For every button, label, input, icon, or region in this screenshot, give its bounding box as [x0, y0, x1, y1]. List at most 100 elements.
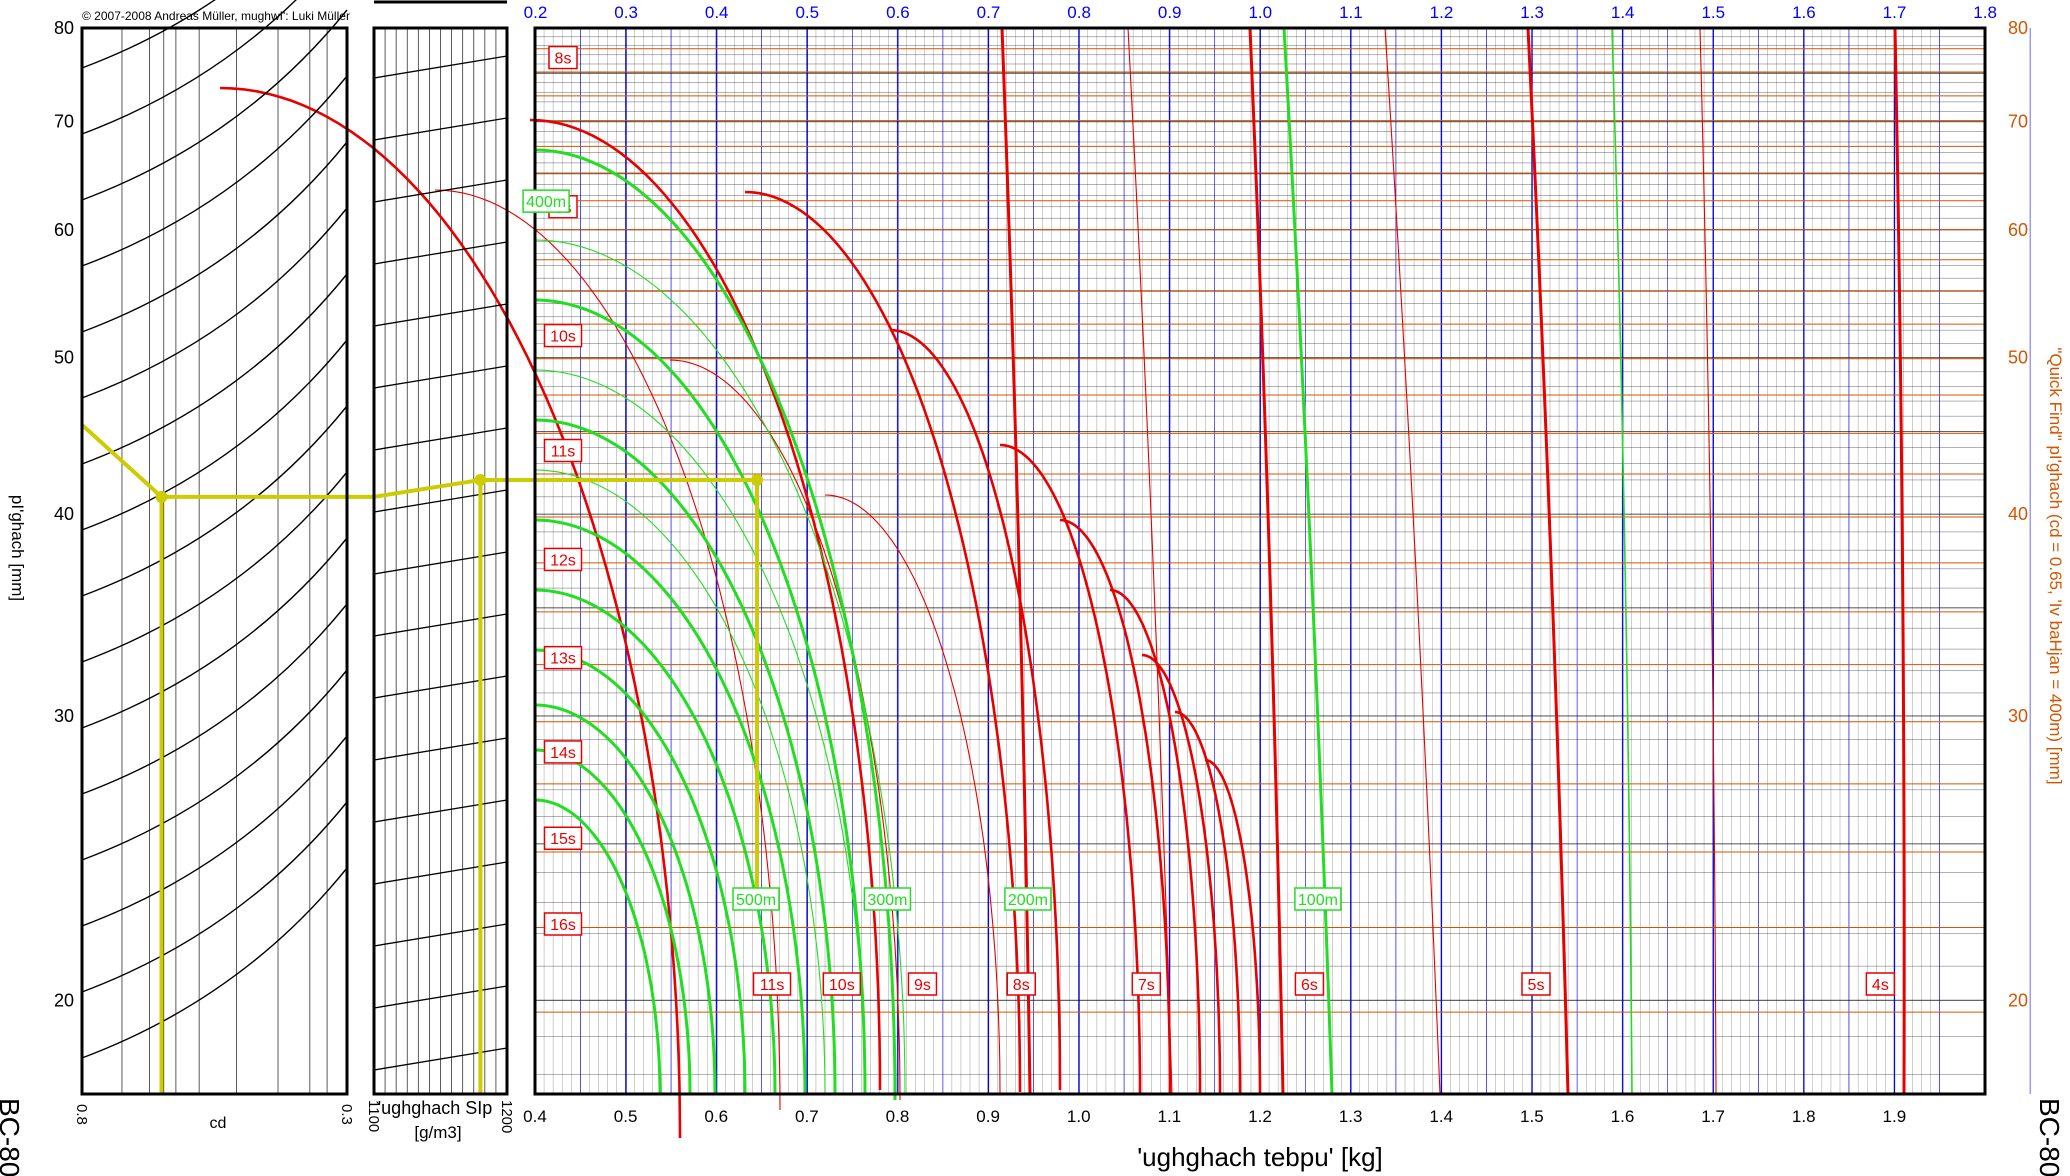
- trajectory-curve: [1385, 28, 1440, 1094]
- height-curve: [535, 520, 805, 1095]
- example-path: [82, 425, 757, 497]
- top-tick-label: 1.4: [1611, 3, 1635, 22]
- mass-tick-label: 1.6: [1611, 1107, 1635, 1126]
- left-tick-label: 30: [54, 706, 74, 726]
- height-label: 200m: [1008, 892, 1048, 909]
- mass-tick-label: 0.9: [976, 1107, 1000, 1126]
- time-label: 13s: [550, 651, 576, 668]
- time-label: 8s: [1013, 977, 1030, 994]
- top-tick-label: 1.5: [1701, 3, 1725, 22]
- time-label: 4s: [1872, 977, 1889, 994]
- height-curve: [535, 300, 865, 1095]
- mass-tick-label: 1.5: [1520, 1107, 1544, 1126]
- top-tick-label: 0.7: [977, 3, 1001, 22]
- left-y-axis-label: pI'ghach [mm]: [8, 495, 27, 601]
- top-tick-label: 1.7: [1883, 3, 1907, 22]
- example-point: [751, 474, 763, 486]
- right-tick-label: 70: [2008, 112, 2028, 132]
- height-curve: [535, 150, 895, 1100]
- example-point: [156, 491, 168, 503]
- time-label: 16s: [550, 917, 576, 934]
- left-tick-label: 40: [54, 504, 74, 524]
- density-tick-label: 1200: [498, 1100, 515, 1133]
- time-label: 7s: [1138, 977, 1155, 994]
- cd-axis-label: cd: [210, 1115, 227, 1132]
- top-tick-label: 0.2: [524, 3, 548, 22]
- right-tick-label: 40: [2008, 504, 2028, 524]
- mass-tick-label: 1.1: [1158, 1107, 1182, 1126]
- right-axis-label: "Quick Find" pI'ghach (cd = 0.65, 'Iv ba…: [2046, 347, 2065, 784]
- left-tick-label: 20: [54, 990, 74, 1010]
- top-tick-label: 1.8: [1973, 3, 1997, 22]
- top-tick-label: 0.5: [795, 3, 819, 22]
- cd-tick-label: 0.3: [338, 1104, 355, 1125]
- left-tick-label: 70: [54, 112, 74, 132]
- main-x-axis-label: 'ughghach tebpu' [kg]: [1137, 1142, 1383, 1172]
- time-curve: [220, 88, 680, 1138]
- example-point: [474, 474, 486, 486]
- mass-tick-label: 0.7: [795, 1107, 819, 1126]
- mass-tick-label: 1.2: [1248, 1107, 1272, 1126]
- trajectory-curve: [1895, 28, 1904, 1094]
- time-curve-minor: [825, 495, 1000, 1095]
- side-label-left: BC-80: [0, 1098, 25, 1176]
- time-label: 10s: [829, 977, 855, 994]
- top-tick-label: 0.4: [705, 3, 729, 22]
- top-tick-label: 1.6: [1792, 3, 1816, 22]
- time-curve: [745, 192, 1020, 1092]
- time-label: 9s: [914, 977, 931, 994]
- trajectory-curve: [1528, 28, 1568, 1094]
- time-label: 14s: [550, 745, 576, 762]
- right-tick-label: 20: [2008, 990, 2028, 1010]
- time-label: 12s: [550, 552, 576, 569]
- time-curve: [1142, 655, 1220, 1095]
- height-label: 500m: [736, 892, 776, 909]
- top-tick-label: 0.3: [614, 3, 638, 22]
- right-tick-label: 30: [2008, 706, 2028, 726]
- top-tick-label: 0.9: [1158, 3, 1182, 22]
- time-label: 5s: [1528, 977, 1545, 994]
- mass-tick-label: 0.4: [523, 1107, 547, 1126]
- side-label-right: BC-80: [2034, 1098, 2065, 1176]
- grid-layer: [122, 28, 2030, 1094]
- mass-tick-label: 1.3: [1339, 1107, 1363, 1126]
- top-tick-label: 1.0: [1248, 3, 1272, 22]
- top-tick-label: 1.2: [1430, 3, 1454, 22]
- top-tick-label: 0.8: [1067, 3, 1091, 22]
- copyright-text: © 2007-2008 Andreas Müller, mughwI': Luk…: [82, 9, 350, 23]
- height-label: 100m: [1298, 892, 1338, 909]
- time-label: 11s: [760, 977, 785, 994]
- time-curve: [1000, 445, 1140, 1095]
- left-tick-label: 80: [54, 18, 74, 38]
- mass-tick-label: 1.9: [1883, 1107, 1907, 1126]
- time-label: 8s: [555, 51, 572, 68]
- density-axis-unit: [g/m3]: [414, 1123, 461, 1142]
- example-path-layer: [82, 425, 763, 1094]
- mass-tick-label: 1.7: [1701, 1107, 1725, 1126]
- top-tick-label: 1.1: [1339, 3, 1363, 22]
- mass-tick-label: 0.6: [704, 1107, 728, 1126]
- cd-tick-label: 0.8: [73, 1104, 90, 1125]
- right-tick-label: 80: [2008, 18, 2028, 38]
- mass-tick-label: 1.0: [1067, 1107, 1091, 1126]
- height-label: 400m: [526, 194, 566, 211]
- time-curve: [1175, 712, 1240, 1094]
- height-label: 300m: [867, 892, 907, 909]
- time-label: 10s: [550, 329, 576, 346]
- top-tick-label: 1.3: [1520, 3, 1544, 22]
- mass-tick-label: 0.5: [614, 1107, 638, 1126]
- right-tick-label: 60: [2008, 220, 2028, 240]
- trajectory-curve: [1284, 28, 1332, 1094]
- density-axis-label: 'ughghach SIp: [378, 1098, 493, 1118]
- left-tick-label: 50: [54, 348, 74, 368]
- top-tick-label: 0.6: [886, 3, 910, 22]
- time-label: 15s: [550, 831, 576, 848]
- left-tick-label: 60: [54, 220, 74, 240]
- mass-tick-label: 1.8: [1792, 1107, 1816, 1126]
- mass-tick-label: 0.8: [886, 1107, 910, 1126]
- time-label: 6s: [1301, 977, 1318, 994]
- time-curve: [1110, 590, 1200, 1095]
- mass-tick-label: 1.4: [1429, 1107, 1453, 1126]
- time-label: 11s: [551, 444, 576, 461]
